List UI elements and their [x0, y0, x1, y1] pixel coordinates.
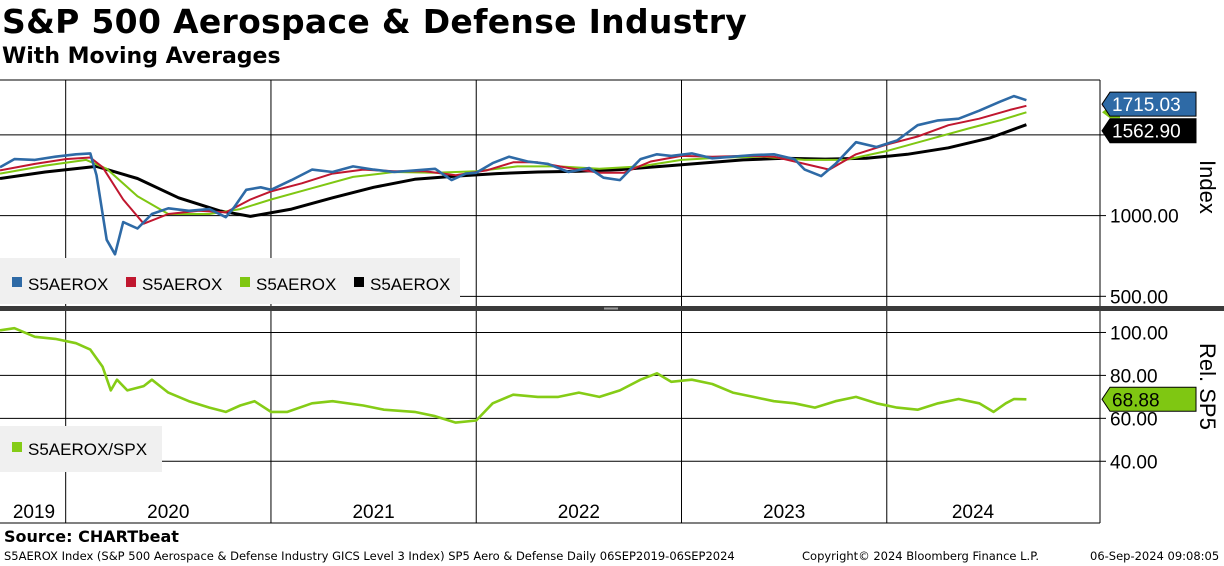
legend-swatch-price: [12, 277, 22, 287]
legend-label-ma_short: S5AEROX: [142, 275, 222, 294]
series-line-relative: [0, 326, 1027, 424]
relative-tag-label: 68.88: [1112, 390, 1160, 411]
legend-swatch-ma_mid: [240, 277, 250, 287]
x-tick-label: 2024: [952, 502, 995, 523]
upper-tick-label: 1000.00: [1110, 207, 1179, 228]
legend-label-price: S5AEROX: [28, 275, 108, 294]
legend-swatch-relative: [12, 442, 22, 452]
page-title: S&P 500 Aerospace & Defense Industry: [2, 2, 748, 41]
x-tick-label: 2023: [763, 502, 805, 523]
x-tick-label: 2020: [147, 502, 189, 523]
lower-tick-label: 80.00: [1110, 366, 1158, 387]
price-tag-label: 1715.03: [1112, 95, 1181, 116]
x-tick-label: 2019: [13, 502, 55, 523]
relative-tag-box: [1101, 386, 1197, 412]
page-subtitle: With Moving Averages: [2, 44, 281, 69]
price-tag-box: [1101, 91, 1197, 117]
upper-axis-title: Index: [1195, 160, 1220, 214]
series-line-ma_short: [0, 104, 1027, 225]
x-tick-label: 2021: [352, 502, 394, 523]
source-note: Source: CHARTbeat: [4, 527, 179, 546]
lower-tick-label: 100.00: [1110, 323, 1168, 344]
lower-axis-title: Rel. SP5: [1195, 343, 1220, 430]
footer-description: S5AEROX Index (S&P 500 Aerospace & Defen…: [4, 549, 735, 563]
panel-divider-grip: [604, 307, 618, 310]
footer-copyright: Copyright© 2024 Bloomberg Finance L.P.: [802, 549, 1039, 563]
legend-swatch-ma_long: [354, 277, 364, 287]
lower-tick-label: 40.00: [1110, 452, 1158, 473]
series-line-ma_long: [0, 123, 1027, 218]
x-tick-label: 2022: [558, 502, 600, 523]
legend-label-ma_mid: S5AEROX: [256, 275, 336, 294]
legend-label-relative: S5AEROX/SPX: [28, 440, 147, 459]
lower-legend: [0, 426, 162, 472]
upper-legend: [0, 258, 460, 304]
series-line-ma_mid: [0, 111, 1027, 215]
legend-label-ma_long: S5AEROX: [370, 275, 450, 294]
lower-tick-label: 60.00: [1110, 409, 1158, 430]
series-line-price: [0, 94, 1027, 256]
footer-timestamp: 06-Sep-2024 09:08:05: [1090, 549, 1220, 563]
ma-long-tag-box: [1101, 118, 1197, 144]
upper-tick-label: 500.00: [1110, 287, 1168, 308]
legend-swatch-ma_short: [126, 277, 136, 287]
ma-long-tag-label: 1562.90: [1112, 122, 1181, 143]
